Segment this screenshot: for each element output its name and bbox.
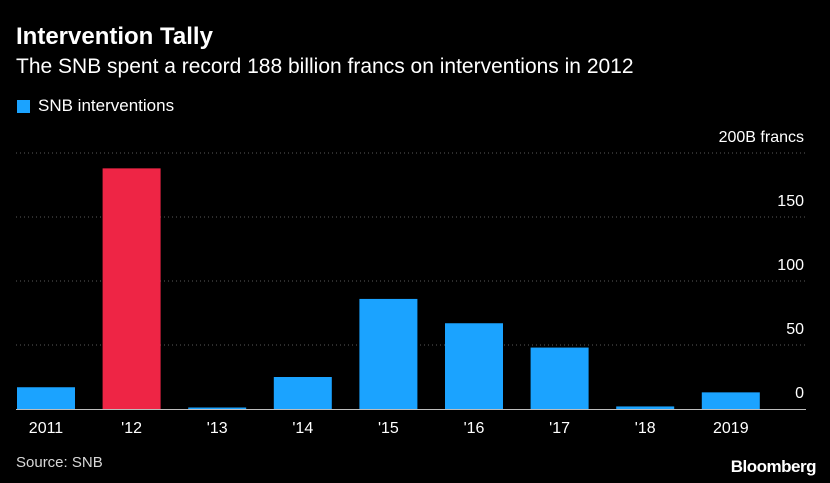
x-tick-label: '13 bbox=[207, 420, 228, 437]
chart-subtitle: The SNB spent a record 188 billion franc… bbox=[16, 55, 634, 78]
x-tick-label: 2011 bbox=[29, 420, 64, 437]
y-tick-label: 150 bbox=[777, 193, 804, 210]
bar bbox=[445, 323, 503, 409]
x-tick-label: '16 bbox=[464, 420, 485, 437]
legend: SNB interventions bbox=[17, 95, 174, 117]
bar bbox=[616, 406, 675, 409]
bar bbox=[701, 392, 760, 409]
x-tick-label: '14 bbox=[292, 420, 313, 437]
bar bbox=[530, 347, 589, 409]
bar bbox=[359, 298, 418, 409]
bar bbox=[273, 377, 332, 409]
source-note: Source: SNB bbox=[16, 454, 103, 471]
y-tick-label: 0 bbox=[795, 385, 804, 402]
y-tick-label: 200B francs bbox=[719, 129, 804, 146]
bar bbox=[102, 168, 161, 409]
bloomberg-logo: Bloomberg bbox=[730, 457, 817, 476]
legend-swatch bbox=[17, 99, 30, 113]
chart-title: Intervention Tally bbox=[16, 23, 213, 50]
y-tick-label: 50 bbox=[786, 321, 804, 338]
x-tick-label: '15 bbox=[378, 420, 399, 437]
x-tick-label: '18 bbox=[635, 420, 656, 437]
y-tick-label: 100 bbox=[777, 257, 804, 274]
x-tick-label: 2019 bbox=[713, 420, 749, 437]
bar bbox=[17, 387, 75, 409]
x-tick-label: '17 bbox=[549, 420, 570, 437]
x-tick-label: '12 bbox=[121, 420, 142, 437]
legend-label: SNB interventions bbox=[38, 96, 175, 115]
bar bbox=[188, 407, 247, 409]
